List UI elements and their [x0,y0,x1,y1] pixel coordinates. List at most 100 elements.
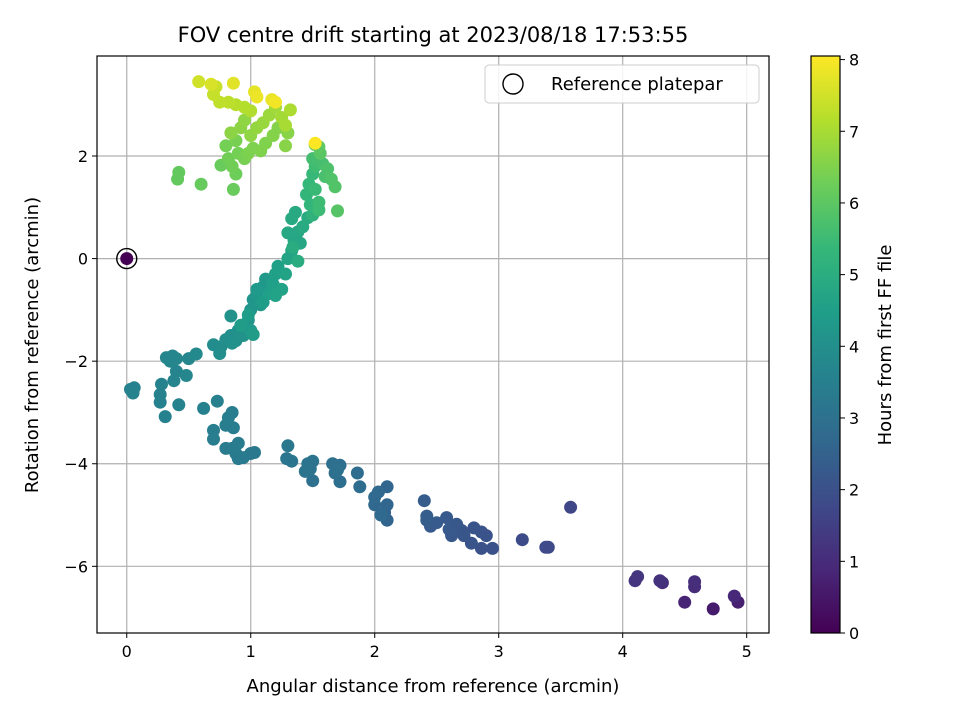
data-point [225,406,239,419]
colorbar-tick-label: 4 [849,337,859,356]
data-point [653,574,667,588]
legend-entry-reference-platepar: Reference platepar [551,74,723,95]
data-point [280,452,294,466]
data-point [321,162,335,176]
data-point [368,490,382,504]
data-point [246,328,260,341]
data-point [308,136,322,150]
colorbar: 0 1 2 3 4 5 6 7 8 Hours from first FF file [810,51,896,643]
reference-marker [116,247,138,270]
data-point [221,152,235,166]
data-point [207,432,220,446]
data-point [727,589,741,603]
y-tick-label: −6 [64,557,88,576]
colorbar-gradient [811,56,840,633]
data-point [172,398,186,412]
data-point [250,90,264,104]
legend: Reference platepar [484,64,760,104]
data-point [213,347,227,360]
x-axis-label: Angular distance from reference (arcmin) [247,676,620,697]
data-point [350,466,364,480]
data-point [279,139,292,153]
x-tick-label: 1 [246,642,256,661]
y-axis-ticks: −6 −4 −2 0 2 [64,147,97,576]
colorbar-tick-label: 7 [849,122,859,141]
data-point [204,77,218,91]
colorbar-tick-label: 2 [849,481,859,500]
y-axis-label: Rotation from reference (arcmin) [22,197,43,493]
data-point [231,436,245,450]
plot-frame [96,55,770,634]
data-point [298,464,312,478]
data-point [328,180,342,194]
data-point [179,369,193,382]
x-tick-label: 5 [742,642,752,661]
chart-title: FOV centre drift starting at 2023/08/18 … [178,23,689,47]
data-point [291,254,305,268]
data-point [706,602,720,616]
data-point [153,388,167,401]
data-point [631,570,645,584]
x-tick-label: 4 [618,642,628,661]
x-axis-ticks: 0 1 2 3 4 5 [122,633,752,661]
data-point [194,177,208,191]
grid [97,56,769,633]
data-point [167,374,181,388]
colorbar-frame [810,55,841,634]
data-point [417,494,431,508]
data-point [306,474,320,488]
data-point [219,441,233,455]
data-point [226,182,240,196]
data-point [269,289,282,302]
data-point [564,500,578,514]
data-point [486,541,499,555]
data-point [158,410,172,424]
data-point [353,480,367,494]
data-point [226,76,240,90]
data-point [281,226,295,240]
data-point [250,282,264,296]
data-point [678,595,692,609]
data-point [169,352,183,366]
data-point [219,139,233,153]
data-point [225,336,239,350]
data-point [539,540,553,554]
data-point [283,103,297,117]
data-points [124,75,745,616]
data-point [238,113,251,127]
data-point [331,204,344,218]
data-point [269,95,282,109]
data-point [380,498,394,512]
y-tick-label: 2 [78,147,88,166]
data-point [279,118,292,132]
data-point [440,511,454,525]
colorbar-tick-label: 1 [849,552,859,571]
data-point [189,347,203,361]
colorbar-tick-label: 0 [849,624,859,643]
data-point [197,401,211,415]
data-point [286,240,300,254]
data-point [312,203,326,217]
data-point [467,521,481,535]
data-point [688,575,702,589]
data-point [126,386,140,400]
data-point [374,508,388,522]
legend-box [484,64,760,104]
data-point [241,308,255,322]
reference-ring [116,247,138,270]
data-point [192,75,206,89]
data-point [288,205,302,219]
data-point [281,439,295,453]
data-point [210,394,224,408]
colorbar-tick-label: 5 [849,266,859,285]
legend-reference-marker [502,73,524,95]
data-point [306,454,320,468]
data-point [155,377,168,391]
data-point [224,126,238,140]
data-point [474,541,488,555]
data-point [224,309,238,323]
data-point [171,172,185,186]
colorbar-ticks: 0 1 2 3 4 5 6 7 8 [840,51,859,643]
y-tick-label: −4 [64,455,88,474]
